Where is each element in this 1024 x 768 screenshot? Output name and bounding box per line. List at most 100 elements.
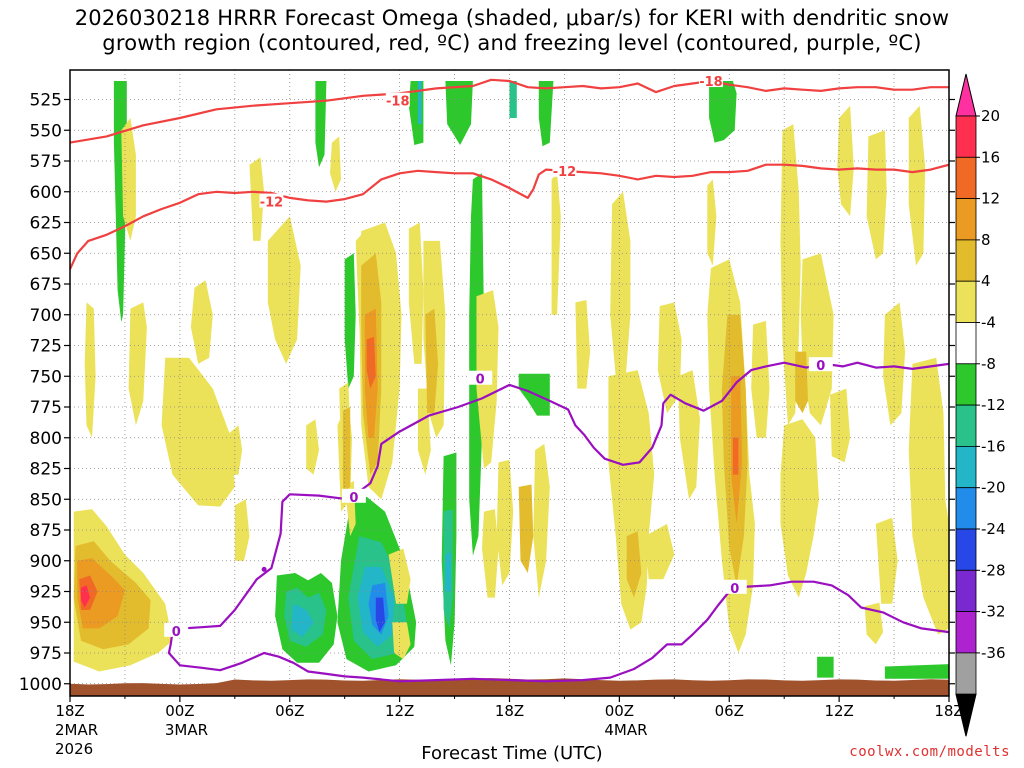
omega-region--16 bbox=[417, 81, 422, 125]
freezing-level-contour-lower bbox=[167, 580, 949, 683]
dgz-lower-contour bbox=[70, 163, 949, 270]
colorbar: 20 16 12 8 4 -4 -8 -12 -16 -20 -24 -28 -32 -36 bbox=[955, 73, 1006, 737]
colorbar-bin bbox=[955, 198, 977, 241]
omega-region-4 bbox=[883, 302, 906, 426]
colorbar-bin bbox=[955, 652, 977, 695]
omega-region-4 bbox=[575, 300, 591, 389]
y-tick-label: 675 bbox=[30, 275, 62, 295]
dgz-lower-label: -12 bbox=[260, 196, 284, 211]
colorbar-bin bbox=[955, 363, 977, 406]
colorbar-bin bbox=[955, 487, 977, 530]
omega-region-4 bbox=[161, 357, 235, 507]
y-tick-label: 900 bbox=[30, 552, 62, 572]
omega-region-4 bbox=[837, 105, 854, 217]
x-tick-label: 18Z bbox=[55, 702, 84, 720]
y-tick-label: 600 bbox=[30, 183, 62, 203]
x-tick-label: 18Z bbox=[934, 702, 963, 720]
x-tick-date: 4MAR bbox=[604, 721, 647, 739]
x-tick-label: 18Z bbox=[495, 702, 524, 720]
omega-region-4 bbox=[908, 357, 949, 635]
omega-region-4 bbox=[249, 157, 265, 241]
dgz-upper-contour bbox=[70, 78, 949, 144]
x-tick-date: 3MAR bbox=[165, 721, 208, 739]
colorbar-bin bbox=[955, 445, 977, 489]
omega-region-4 bbox=[780, 124, 801, 426]
y-tick-label: 625 bbox=[30, 214, 62, 234]
omega-region--12 bbox=[509, 81, 517, 118]
colorbar-label: 16 bbox=[981, 148, 1000, 166]
y-tick-label: 950 bbox=[30, 613, 62, 633]
x-tick-year: 2026 bbox=[55, 740, 93, 758]
omega-region-4 bbox=[551, 173, 561, 315]
y-tick-label: 775 bbox=[30, 398, 62, 418]
colorbar-bin bbox=[955, 280, 977, 323]
omega-region-8 bbox=[425, 308, 439, 414]
colorbar-bin bbox=[955, 156, 977, 200]
omega-region-4 bbox=[645, 523, 675, 580]
omega-region-16 bbox=[732, 437, 739, 475]
terrain-surface bbox=[70, 678, 949, 696]
colorbar-label: 8 bbox=[981, 231, 991, 249]
x-axis-label: Forecast Time (UTC) bbox=[421, 743, 603, 764]
colorbar-label: -4 bbox=[981, 314, 996, 332]
dgz-upper-label-bg bbox=[385, 92, 410, 107]
colorbar-label: -20 bbox=[981, 479, 1006, 497]
y-axis: 525 550 575 600 625 650 675 700 725 750 775 800 825 8… bbox=[19, 91, 955, 695]
omega-region-4 bbox=[657, 302, 682, 414]
omega-region-20 bbox=[81, 585, 91, 608]
omega-region-4 bbox=[800, 253, 834, 426]
x-tick-label: 06Z bbox=[715, 702, 744, 720]
dgz-lower-label-2: -12 bbox=[553, 165, 577, 180]
omega-region-4 bbox=[306, 419, 319, 475]
omega-region-4 bbox=[780, 419, 819, 598]
colorbar-label: 20 bbox=[981, 107, 1000, 125]
freezing-level-contour bbox=[172, 361, 949, 634]
omega-shading bbox=[73, 81, 949, 679]
omega-region-4 bbox=[751, 320, 770, 438]
colorbar-label: -32 bbox=[981, 603, 1006, 621]
y-tick-label: 525 bbox=[30, 91, 62, 111]
colorbar-bin bbox=[955, 404, 977, 447]
omega-region-4 bbox=[482, 509, 499, 598]
freezing-label-3-bg bbox=[808, 357, 833, 372]
colorbar-bin bbox=[955, 528, 977, 571]
colorbar-label: -36 bbox=[981, 644, 1006, 662]
freezing-label: 0 bbox=[476, 373, 485, 388]
y-tick-label: 875 bbox=[30, 521, 62, 541]
omega-region-4 bbox=[533, 443, 550, 598]
dgz-upper-label-2-bg bbox=[698, 73, 723, 88]
omega-region--8 bbox=[817, 656, 834, 678]
freezing-label-bg bbox=[468, 370, 493, 385]
colorbar-bottom-arrow bbox=[955, 693, 977, 737]
x-tick-label: 00Z bbox=[605, 702, 634, 720]
colorbar-label: -28 bbox=[981, 561, 1006, 579]
y-tick-label: 725 bbox=[30, 337, 62, 357]
omega-region--24 bbox=[375, 597, 385, 633]
colorbar-bin bbox=[955, 239, 977, 282]
omega-region-4 bbox=[830, 388, 851, 463]
colorbar-label: -24 bbox=[981, 520, 1006, 538]
colorbar-label: 4 bbox=[981, 272, 991, 290]
omega-region--8 bbox=[709, 81, 737, 143]
colorbar-bin bbox=[955, 569, 977, 612]
omega-region-4 bbox=[866, 130, 887, 260]
omega-region-4 bbox=[190, 280, 213, 364]
colorbar-bin bbox=[955, 322, 977, 365]
colorbar-top-arrow bbox=[955, 73, 977, 117]
omega-region--8 bbox=[538, 81, 554, 147]
colorbar-label: -8 bbox=[981, 355, 996, 373]
omega-region-4 bbox=[610, 191, 631, 389]
freezing-point-marker bbox=[261, 566, 267, 572]
x-tick-label: 00Z bbox=[165, 702, 194, 720]
omega-region--8 bbox=[315, 81, 327, 168]
y-tick-label: 925 bbox=[30, 583, 62, 603]
omega-region-4 bbox=[707, 179, 717, 266]
colorbar-bin bbox=[955, 115, 977, 158]
x-tick-label: 12Z bbox=[385, 702, 414, 720]
dgz-lower-label-2-bg bbox=[552, 162, 577, 177]
site-credit: coolwx.com/modelts bbox=[849, 744, 1010, 760]
freezing-label-2-bg bbox=[341, 488, 366, 503]
omega-region-4 bbox=[128, 302, 147, 426]
